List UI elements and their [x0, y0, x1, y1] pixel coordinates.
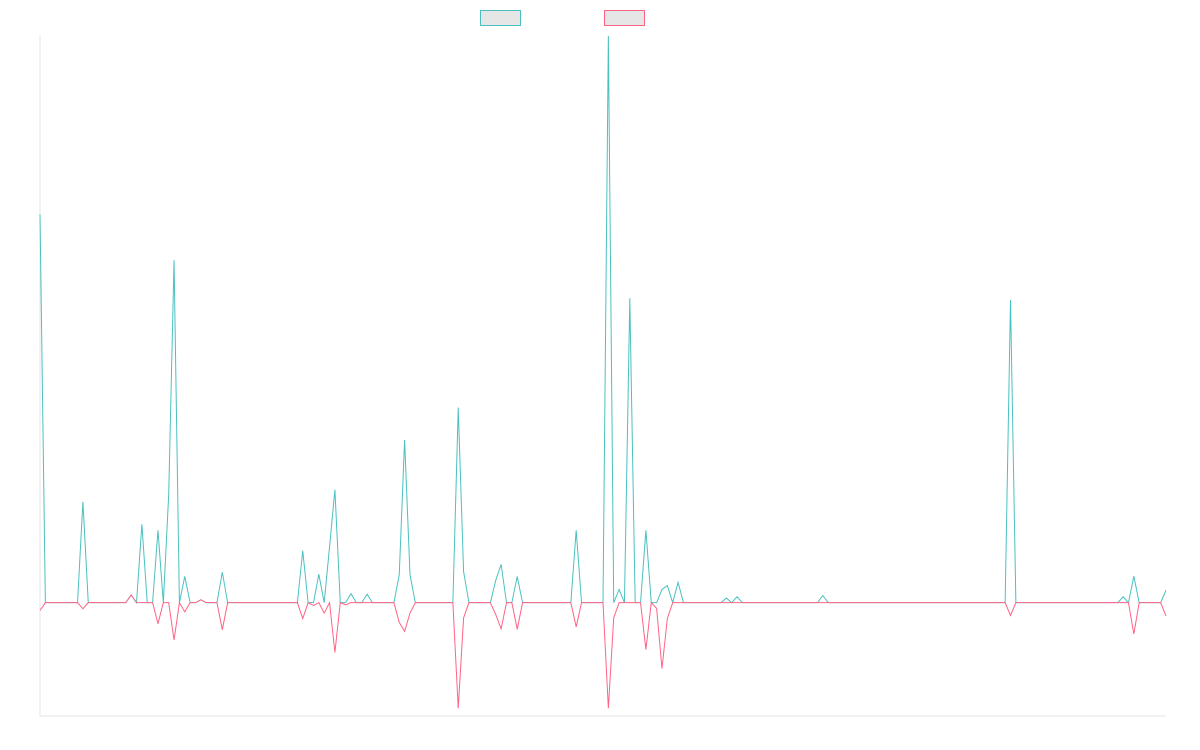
series-line-1	[39, 594, 1167, 709]
series-line-0	[39, 35, 1167, 605]
axes	[39, 36, 1166, 717]
legend	[480, 10, 645, 26]
series-layer	[39, 35, 1167, 709]
legend-swatch-1[interactable]	[604, 10, 645, 26]
legend-swatch-0[interactable]	[480, 10, 521, 26]
